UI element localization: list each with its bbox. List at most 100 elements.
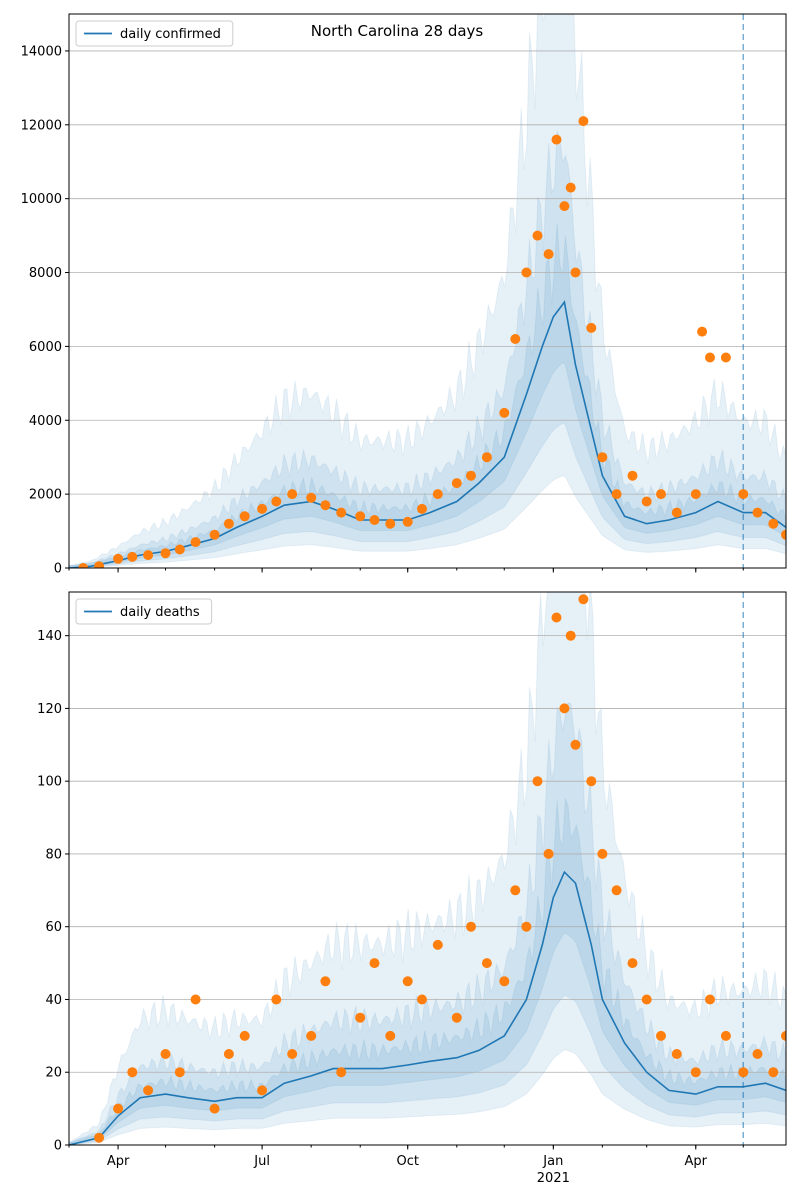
deaths-legend: daily deaths (75, 598, 213, 625)
confirmed-point (521, 267, 532, 278)
deaths-point (127, 1067, 138, 1078)
deaths-point (627, 958, 638, 969)
deaths-point (432, 939, 443, 950)
x-tick-label: Apr (107, 1154, 130, 1169)
confirmed-point (306, 492, 317, 503)
confirmed-point (320, 500, 331, 511)
confirmed-point (781, 529, 786, 540)
confirmed-point (768, 518, 779, 529)
confirmed-point (752, 507, 763, 518)
deaths-point (611, 885, 622, 896)
confirmed-point (510, 334, 521, 344)
y-tick-label: 12000 (21, 118, 62, 133)
deaths-point (271, 994, 282, 1005)
deaths-point (466, 921, 476, 932)
deaths-point (720, 1030, 731, 1041)
deaths-point (578, 594, 589, 605)
deaths-point (451, 1012, 462, 1023)
y-tick-label: 20 (45, 1066, 62, 1081)
confirmed-point (738, 489, 749, 500)
confirmed-point (385, 518, 396, 529)
chart-title: North Carolina 28 days (311, 22, 484, 40)
deaths-point (174, 1067, 185, 1078)
deaths-point (543, 848, 554, 859)
y-tick-label: 0 (54, 562, 62, 577)
legend-label-daily-deaths: daily deaths (120, 605, 200, 620)
deaths-point (768, 1067, 779, 1078)
y-tick-label: 10000 (21, 192, 62, 207)
legend-box (75, 598, 213, 625)
confirmed-uncertainty-bands (69, 14, 786, 568)
confirmed-point (597, 452, 608, 463)
deaths-panel: 0 20 40 60 80 100 120 140 Apr Jul Oct Jan 2021 Apr d… (37, 591, 787, 1186)
y-tick-label: 40 (45, 993, 62, 1008)
confirmed-point (271, 496, 282, 507)
confirmed-point (586, 322, 597, 333)
deaths-point (690, 1067, 701, 1078)
deaths-point (160, 1049, 171, 1059)
y-tick-label: 140 (37, 629, 62, 644)
confirmed-axes-frame (68, 13, 787, 569)
deaths-point (320, 976, 331, 987)
y-tick-label: 6000 (29, 340, 62, 355)
confirmed-point (627, 470, 638, 481)
confirmed-point (160, 548, 171, 559)
axes-frame (68, 13, 787, 569)
y-tick-label: 100 (37, 775, 62, 790)
deaths-point (586, 776, 597, 787)
confirmed-point (570, 267, 581, 278)
deaths-point (417, 994, 427, 1005)
confirmed-point (720, 352, 731, 363)
deaths-x-axis: Apr Jul Oct Jan 2021 Apr (68, 1145, 744, 1186)
deaths-line (69, 870, 786, 1145)
confirmed-point (543, 249, 554, 260)
deaths-point (223, 1049, 234, 1059)
confirmed-point (559, 201, 570, 212)
uncertainty-band (69, 701, 786, 1145)
deaths-point (257, 1085, 268, 1096)
deaths-point (209, 1103, 220, 1114)
deaths-point (781, 1030, 786, 1041)
confirmed-point (209, 529, 220, 540)
confirmed-point (565, 182, 576, 193)
confirmed-point (257, 503, 268, 514)
confirmed-point (355, 511, 366, 522)
x-tick-label: Oct (396, 1154, 418, 1169)
confirmed-y-axis: 0 2000 4000 6000 8000 10000 12000 14000 (21, 44, 69, 577)
deaths-point (287, 1049, 298, 1059)
confirmed-point (369, 515, 380, 525)
confirmed-point (143, 550, 154, 561)
deaths-point (532, 776, 543, 787)
confirmed-point (127, 551, 138, 562)
deaths-point (402, 976, 413, 987)
y-tick-label: 60 (45, 920, 62, 935)
deaths-point (143, 1085, 154, 1096)
confirmed-point (402, 516, 413, 527)
y-tick-label: 14000 (21, 44, 62, 59)
legend-box (75, 20, 234, 47)
deaths-point (369, 958, 380, 969)
confirmed-point (451, 478, 462, 489)
confirmed-point (671, 507, 682, 518)
x-tick-label: Jan (542, 1154, 563, 1169)
y-tick-label: 2000 (29, 488, 62, 503)
confirmed-point (432, 489, 443, 500)
confirmed-point (94, 561, 105, 568)
confirmed-point (551, 134, 562, 145)
deaths-point (656, 1030, 666, 1041)
confirmed-point (417, 503, 427, 514)
deaths-point (551, 612, 562, 623)
confirmed-point (656, 489, 666, 500)
axes-frame (68, 591, 787, 1146)
confirmed-x-axis (68, 568, 744, 573)
x-tick-label: Jul (253, 1154, 270, 1169)
confirmed-point (190, 537, 201, 548)
confirmed-point (466, 470, 476, 481)
y-tick-label: 80 (45, 847, 62, 862)
deaths-point (671, 1049, 682, 1059)
deaths-point (738, 1067, 749, 1078)
confirmed-point (239, 511, 250, 522)
deaths-point (239, 1030, 250, 1041)
x-tick-label: Apr (685, 1154, 708, 1169)
deaths-point (521, 921, 532, 932)
